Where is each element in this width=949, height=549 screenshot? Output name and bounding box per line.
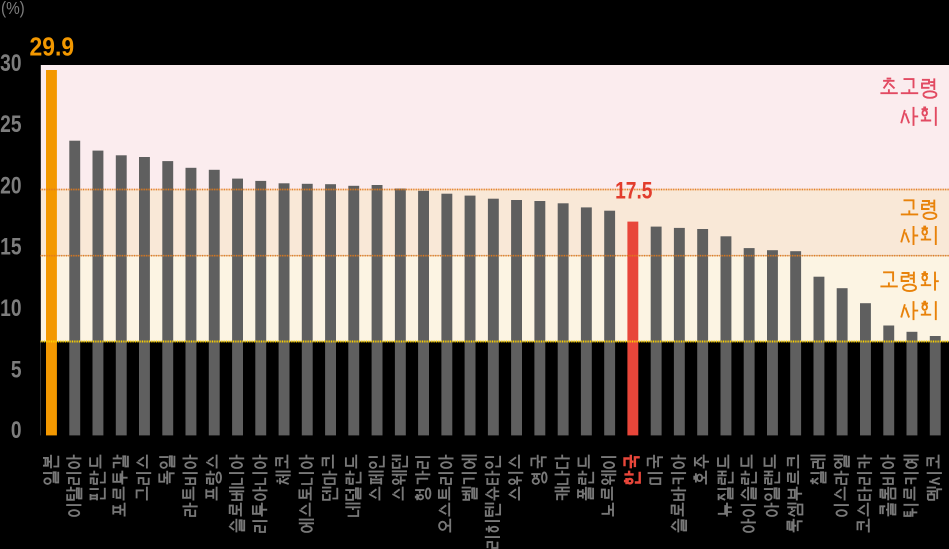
- svg-text:10: 10: [0, 294, 21, 322]
- svg-text:15: 15: [0, 233, 21, 261]
- svg-text:30: 30: [0, 49, 21, 77]
- svg-text:29.9: 29.9: [30, 33, 74, 62]
- svg-text:17.5: 17.5: [615, 176, 652, 204]
- svg-text:25: 25: [0, 110, 21, 138]
- svg-text:0: 0: [11, 416, 22, 444]
- svg-text:20: 20: [0, 171, 21, 199]
- svg-text:(%): (%): [1, 0, 25, 18]
- svg-text:5: 5: [11, 355, 22, 383]
